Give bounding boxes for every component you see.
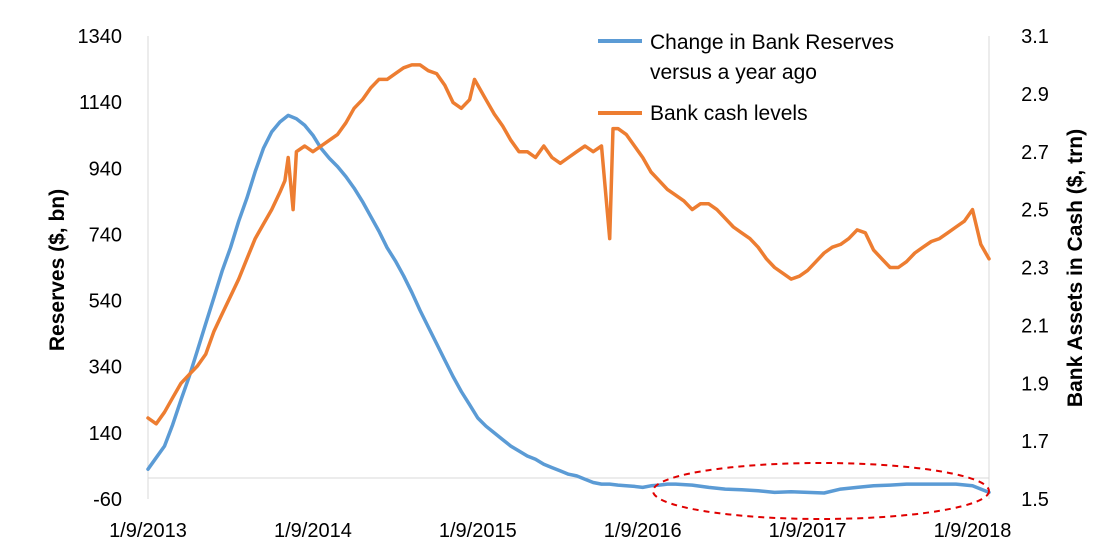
y-axis-title-right: Bank Assets in Cash ($, trn) bbox=[1064, 129, 1087, 407]
y-tick-right-3: 2.1 bbox=[1021, 315, 1049, 337]
y-tick-left-6: 1140 bbox=[79, 92, 122, 114]
legend-label-cash: Bank cash levels bbox=[650, 102, 808, 125]
y-tick-left-4: 740 bbox=[89, 224, 122, 246]
y-tick-left-0: -60 bbox=[93, 489, 122, 511]
series-lines bbox=[148, 65, 989, 493]
legend: Change in Bank Reserves versus a year ag… bbox=[598, 31, 894, 125]
x-tick-5: 1/9/2018 bbox=[934, 520, 1012, 542]
y-tick-right-2: 1.9 bbox=[1021, 373, 1049, 395]
legend-label-reserves-line1: Change in Bank Reserves bbox=[650, 31, 894, 54]
series-cash-line bbox=[148, 65, 989, 424]
x-tick-2: 1/9/2015 bbox=[439, 520, 517, 542]
tick-labels: -60 140 340 540 740 940 1140 1340 1.5 1.7 1.9 2.1 2.… bbox=[78, 26, 1049, 542]
y-tick-left-1: 140 bbox=[89, 423, 122, 445]
x-tick-3: 1/9/2016 bbox=[604, 520, 682, 542]
x-tick-4: 1/9/2017 bbox=[769, 520, 847, 542]
x-tick-0: 1/9/2013 bbox=[109, 520, 187, 542]
y-tick-right-1: 1.7 bbox=[1021, 431, 1049, 453]
legend-label-reserves-line2: versus a year ago bbox=[650, 61, 817, 84]
y-tick-left-7: 1340 bbox=[78, 26, 123, 48]
y-tick-right-8: 3.1 bbox=[1021, 26, 1049, 48]
y-tick-right-5: 2.5 bbox=[1021, 200, 1049, 222]
x-tick-1: 1/9/2014 bbox=[274, 520, 352, 542]
y-tick-left-5: 940 bbox=[89, 158, 122, 180]
y-tick-right-4: 2.3 bbox=[1021, 258, 1049, 280]
y-tick-left-3: 540 bbox=[89, 291, 122, 313]
y-tick-right-6: 2.7 bbox=[1021, 142, 1049, 164]
y-tick-right-0: 1.5 bbox=[1021, 489, 1049, 511]
y-axis-title-left: Reserves ($, bn) bbox=[46, 189, 69, 351]
y-tick-left-2: 340 bbox=[89, 357, 122, 379]
series-reserves-line bbox=[148, 115, 989, 493]
axes bbox=[148, 36, 989, 499]
y-tick-right-7: 2.9 bbox=[1021, 84, 1049, 106]
annotation-ellipse bbox=[653, 463, 989, 519]
